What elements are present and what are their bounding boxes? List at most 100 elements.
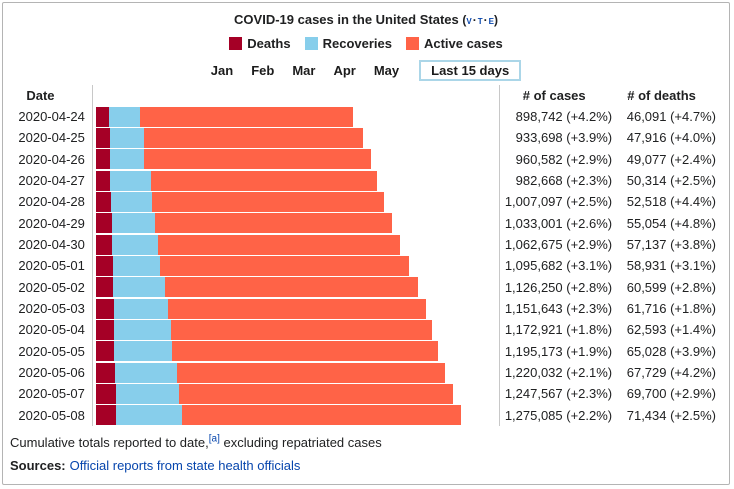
active-cases-bar-segment [179,383,454,404]
active-cases-bar-segment [172,341,438,362]
date-label: 2020-05-08 [18,407,85,423]
stacked-bar [95,341,438,362]
deaths-value: 57,137 (+3.8%) [626,237,716,253]
recoveries-bar-segment [113,277,165,298]
legend-item-deaths: Deaths [229,35,291,51]
deaths-color-swatch [229,36,243,50]
table-row: 2020-04-29 1,033,001 (+2.6%) 55,054 (+4.… [3,212,729,234]
bar-cell [91,169,499,192]
date-label: 2020-05-01 [18,258,85,274]
deaths-value: 61,716 (+1.8%) [626,301,716,317]
recoveries-bar-segment [113,319,171,340]
bar-cell [91,297,499,320]
bar-cell [91,127,499,149]
chart-title: COVID-19 cases in the United States [234,12,459,27]
column-header-cases: # of cases [499,85,620,106]
stacked-bar [95,383,454,404]
bar-cell [91,212,499,234]
deaths-bar-segment [95,383,116,404]
date-label: 2020-05-06 [18,365,85,381]
legend: Deaths Recoveries Active cases [3,34,729,52]
cases-value: 1,247,567 (+2.3%) [499,383,620,405]
recoveries-bar-segment [112,255,160,276]
tab-last-15-days[interactable]: Last 15 days [419,59,522,81]
stacked-bar [95,405,461,426]
deaths-value: 52,518 (+4.4%) [626,194,716,210]
table-row: 2020-04-26 960,582 (+2.9%) 49,077 (+2.4%… [3,148,729,170]
sources-label: Sources: [10,458,66,473]
date-label: 2020-04-27 [18,173,85,189]
tab-may[interactable]: May [373,62,400,78]
cases-value: 1,126,250 (+2.8%) [499,276,620,298]
deaths-bar-segment [95,341,115,362]
bar-cell [91,276,499,298]
recoveries-bar-segment [109,127,144,148]
recoveries-bar-segment [109,106,140,127]
legend-label-deaths: Deaths [247,35,291,51]
stacked-bar [95,277,419,298]
stacked-bar [95,255,410,276]
active-cases-bar-segment [158,234,401,255]
footnote: Cumulative totals reported to date,[a] e… [3,434,729,451]
table-row: 2020-04-28 1,007,097 (+2.5%) 52,518 (+4.… [3,191,729,213]
date-label: 2020-04-29 [18,215,85,231]
deaths-bar-segment [95,362,116,383]
cases-value: 1,062,675 (+2.9%) [499,233,620,256]
active-cases-bar-segment [139,106,354,127]
deaths-bar-segment [95,234,113,255]
tab-mar[interactable]: Mar [292,62,316,78]
deaths-bar-segment [95,255,113,276]
tab-feb[interactable]: Feb [251,62,275,78]
deaths-value: 65,028 (+3.9%) [626,343,716,359]
deaths-bar-segment [95,149,110,170]
deaths-value: 71,434 (+2.5%) [626,407,716,423]
bar-cell [91,148,499,170]
active-cases-bar-segment [176,362,446,383]
recoveries-bar-segment [116,405,182,426]
cases-value: 960,582 (+2.9%) [499,148,620,170]
recoveries-bar-segment [115,383,180,404]
table-row: 2020-05-04 1,172,921 (+1.8%) 62,593 (+1.… [3,319,729,341]
legend-label-active-cases: Active cases [423,35,503,51]
deaths-value: 50,314 (+2.5%) [626,173,716,189]
date-label: 2020-05-05 [18,343,85,359]
cases-value: 1,095,682 (+3.1%) [499,255,620,277]
date-label: 2020-04-25 [18,130,85,146]
table-body: 2020-04-24 898,742 (+4.2%) 46,091 (+4.7%… [3,106,729,426]
column-header-deaths: # of deaths [627,88,696,103]
deaths-bar-segment [95,106,110,127]
vte-talk-link[interactable]: t [477,13,483,27]
stacked-bar [95,191,385,212]
table-row: 2020-04-30 1,062,675 (+2.9%) 57,137 (+3.… [3,233,729,256]
cases-value: 1,151,643 (+2.3%) [499,297,620,320]
cases-value: 1,195,173 (+1.9%) [499,340,620,362]
vte-view-link[interactable]: v [466,13,472,27]
recoveries-color-swatch [304,36,318,50]
deaths-bar-segment [95,170,111,191]
date-label: 2020-05-07 [18,386,85,402]
tab-jan[interactable]: Jan [210,62,234,78]
stacked-bar [95,298,426,319]
footnote-ref-link[interactable]: [a] [208,433,220,445]
deaths-bar-segment [95,298,114,319]
bar-cell [91,404,499,426]
sources-link[interactable]: Official reports from state health offic… [69,458,301,473]
bar-cell [91,255,499,277]
date-label: 2020-04-24 [18,109,85,125]
legend-item-recoveries: Recoveries [304,36,392,51]
recoveries-bar-segment [110,191,153,212]
bar-cell [91,106,499,128]
vte-edit-link[interactable]: e [488,13,494,27]
table-row: 2020-04-27 982,668 (+2.3%) 50,314 (+2.5%… [3,169,729,192]
bar-cell [91,233,499,256]
paren-close: ) [493,13,498,27]
tab-apr[interactable]: Apr [333,62,356,78]
recoveries-bar-segment [110,170,151,191]
date-label: 2020-04-26 [18,151,85,167]
cases-value: 933,698 (+3.9%) [499,127,620,149]
legend-item-active-cases: Active cases [405,35,503,51]
stacked-bar [95,149,371,170]
active-cases-bar-segment [170,319,432,340]
deaths-bar-segment [95,213,112,234]
date-label: 2020-05-02 [18,279,85,295]
